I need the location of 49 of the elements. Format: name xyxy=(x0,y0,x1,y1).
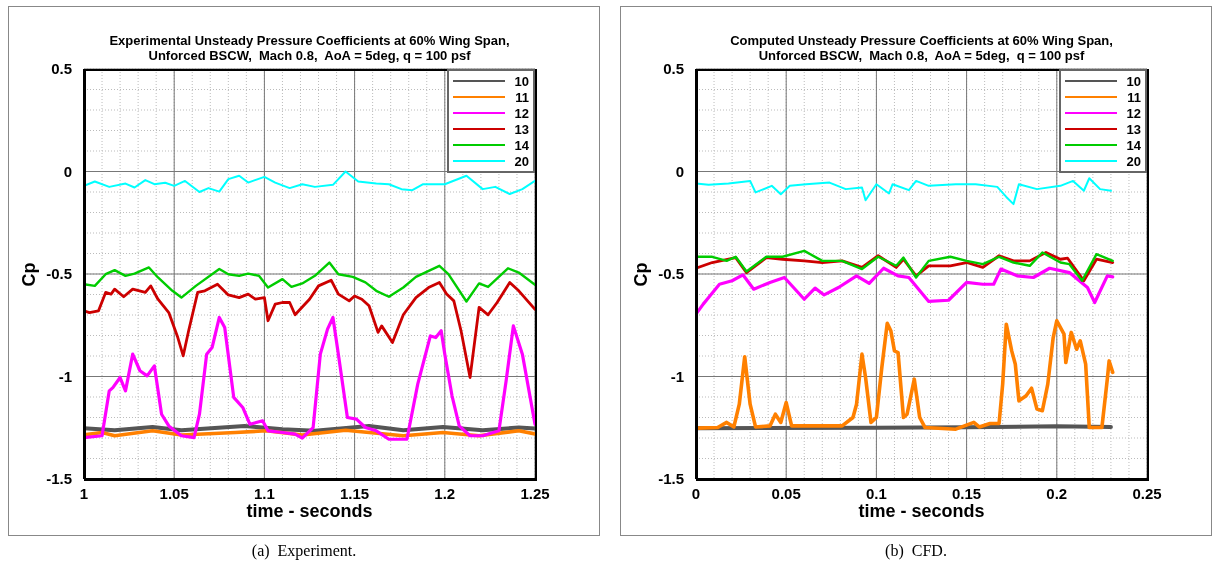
chart-title: Computed Unsteady Pressure Coefficients at 60% Wing Span, Unforced BSCW, Mach 0.8, AoA = 5deg, q = 100 psf xyxy=(729,33,1114,63)
legend-label: 12 xyxy=(513,105,529,121)
legend-label: 10 xyxy=(513,73,529,89)
legend-label: 12 xyxy=(1125,105,1141,121)
x-axis-title: time - seconds xyxy=(857,501,986,522)
legend-label: 13 xyxy=(1125,121,1141,137)
x-tick-label: 0.1 xyxy=(865,485,887,502)
x-tick-label: 1 xyxy=(79,485,89,502)
x-tick-label: 0.25 xyxy=(1132,485,1162,502)
x-tick-label: 1.2 xyxy=(434,485,456,502)
y-tick-label: -1.5 xyxy=(658,470,684,487)
x-tick-label: 1.25 xyxy=(520,485,550,502)
legend-label: 11 xyxy=(514,89,529,105)
y-tick-label: -0.5 xyxy=(658,265,684,282)
y-tick-label: 0.5 xyxy=(51,60,72,77)
legend-label: 14 xyxy=(513,137,529,153)
line-series xyxy=(84,261,535,303)
line-series xyxy=(84,315,535,441)
legend-label: 20 xyxy=(513,153,529,169)
y-tick-label: 0 xyxy=(675,162,684,180)
legend-label: 10 xyxy=(1125,73,1141,89)
x-tick-label: 1.15 xyxy=(340,485,370,502)
x-axis-title: time - seconds xyxy=(245,501,374,522)
y-tick-label: -0.5 xyxy=(46,265,72,282)
x-tick-label: 0.05 xyxy=(771,485,801,502)
line-series xyxy=(696,266,1115,316)
line-series xyxy=(84,170,535,196)
x-tick-label: 0.2 xyxy=(1046,485,1068,502)
x-tick-label: 1.1 xyxy=(253,485,275,502)
legend-label: 20 xyxy=(1125,153,1141,169)
line-series xyxy=(696,177,1112,206)
text: (a) Experiment. xyxy=(250,542,358,560)
legend-label: 11 xyxy=(1126,89,1141,105)
x-tick-label: 0 xyxy=(691,485,701,502)
y-tick-label: -1 xyxy=(58,367,72,385)
line-series xyxy=(84,278,535,379)
y-tick-label: 0 xyxy=(63,162,72,180)
y-axis-title: Cp xyxy=(630,262,652,286)
y-tick-label: 0.5 xyxy=(663,60,684,77)
text: (b) CFD. xyxy=(884,542,948,560)
chart-title: Experimental Unsteady Pressure Coefficients at 60% Wing Span, Unforced BSCW, Mach 0.8, AoA = 5deg, q = 100 psf xyxy=(108,33,511,63)
legend-label: 13 xyxy=(513,121,529,137)
x-tick-label: 1.05 xyxy=(159,485,189,502)
line-series xyxy=(696,318,1115,431)
y-tick-label: -1.5 xyxy=(46,470,72,487)
y-tick-label: -1 xyxy=(670,367,684,385)
legend-label: 14 xyxy=(1125,137,1141,153)
y-axis-title: Cp xyxy=(18,262,40,286)
x-tick-label: 0.15 xyxy=(952,485,982,502)
